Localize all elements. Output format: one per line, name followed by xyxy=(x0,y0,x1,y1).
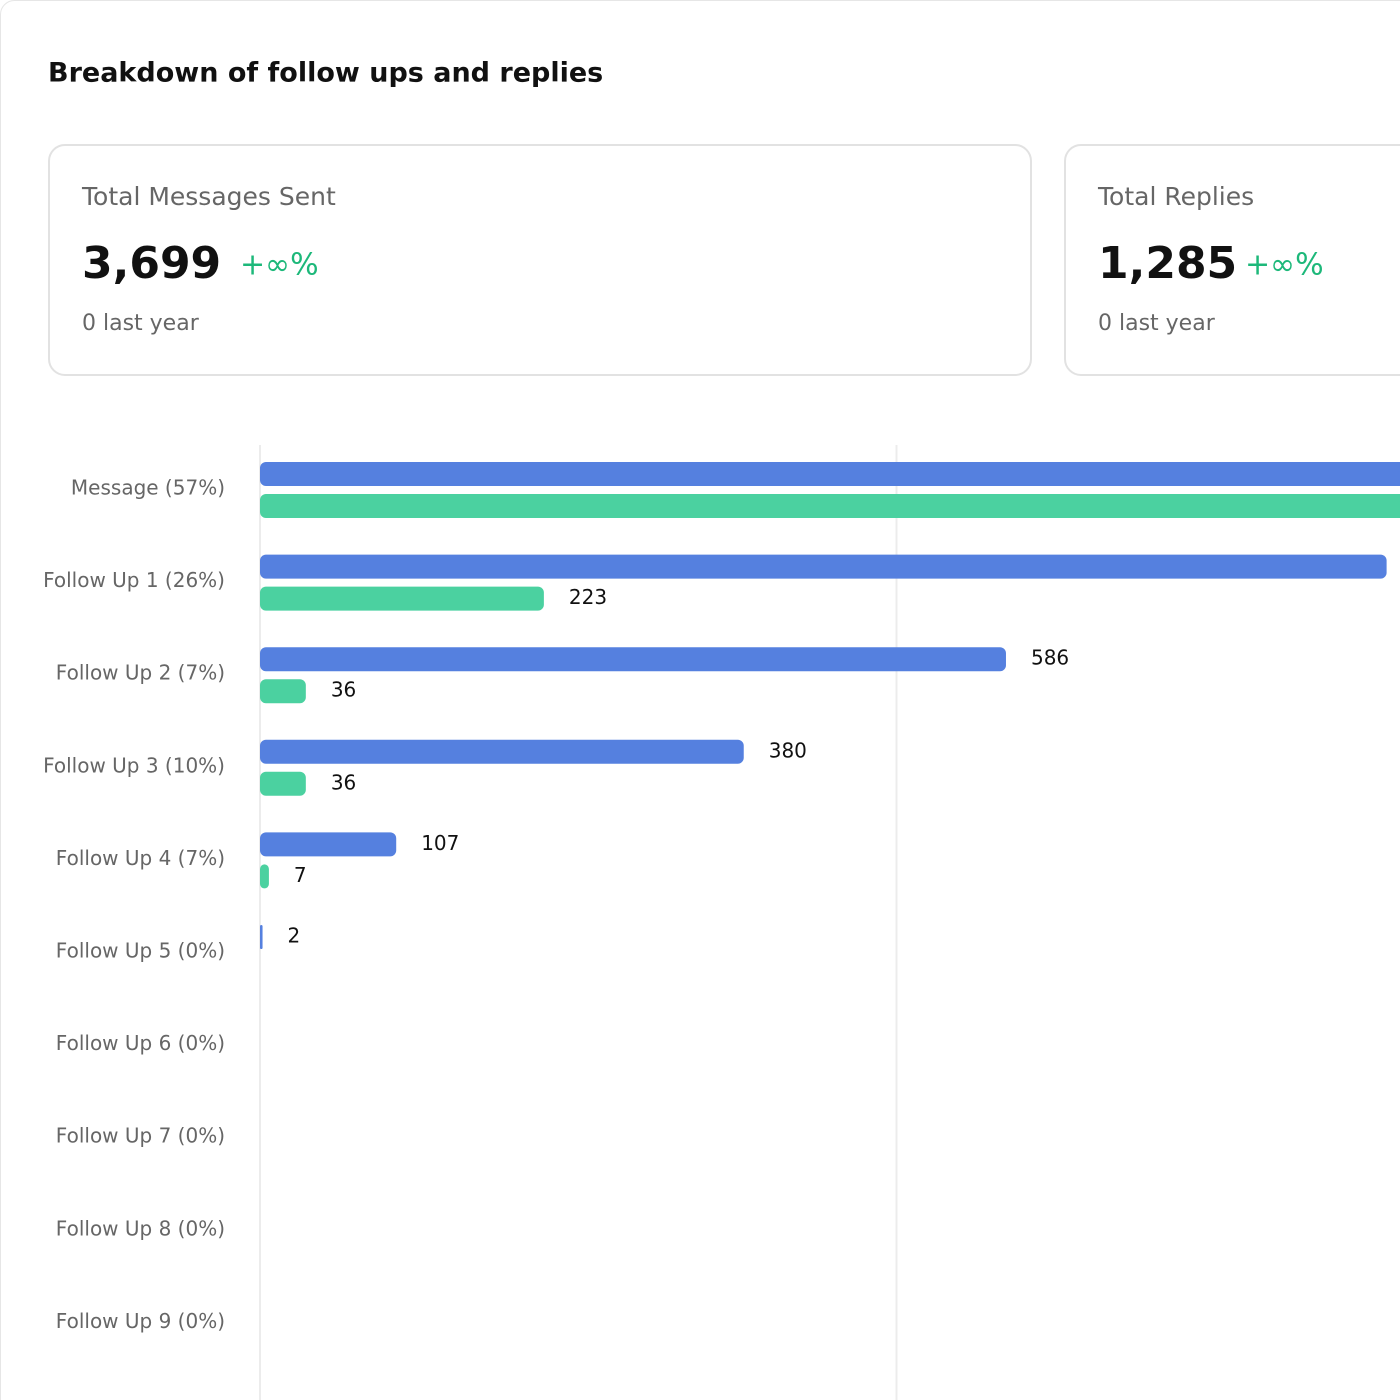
category-label: Follow Up 7 (0%) xyxy=(56,1124,225,1148)
stat-label: Total Replies xyxy=(1097,182,1254,211)
bar xyxy=(260,494,1400,518)
value-label: 2 xyxy=(288,924,301,948)
title: Breakdown of follow ups and replies xyxy=(48,58,603,89)
stat-previous: 0 last year xyxy=(82,311,200,336)
stat-change: +∞% xyxy=(240,248,319,283)
bar xyxy=(260,864,269,889)
bar xyxy=(260,925,263,949)
category-label: Follow Up 1 (26%) xyxy=(43,568,225,592)
stat-value: 3,699 xyxy=(82,238,221,289)
stat-change: +∞% xyxy=(1245,248,1324,283)
category-label: Follow Up 5 (0%) xyxy=(56,939,225,963)
category-label: Follow Up 3 (10%) xyxy=(43,753,225,777)
value-label: 586 xyxy=(1031,646,1069,670)
bar xyxy=(260,832,397,857)
stat-label: Total Messages Sent xyxy=(81,182,336,211)
category-label: Message (57%) xyxy=(71,476,225,500)
bar xyxy=(260,739,744,764)
card-frame xyxy=(1064,144,1400,376)
category-label: Follow Up 9 (0%) xyxy=(56,1309,225,1333)
stat-value: 1,285 xyxy=(1098,238,1237,289)
bar xyxy=(260,679,306,704)
category-label: Follow Up 8 (0%) xyxy=(56,1216,225,1240)
bar xyxy=(260,771,306,796)
value-label: 36 xyxy=(331,678,356,702)
category-label: Follow Up 6 (0%) xyxy=(56,1031,225,1055)
stat-card: Total Replies 1,285 +∞% 0 last year xyxy=(1064,144,1400,376)
category-label: Follow Up 4 (7%) xyxy=(56,846,225,870)
bar xyxy=(260,554,1387,579)
value-label: 7 xyxy=(294,863,307,887)
card-frame xyxy=(48,144,1032,376)
value-label: 36 xyxy=(331,770,356,794)
value-label: 380 xyxy=(769,738,807,762)
value-label: 223 xyxy=(569,585,607,609)
value-label: 107 xyxy=(421,831,459,855)
bar xyxy=(260,462,1400,486)
bar xyxy=(260,647,1006,672)
category-label: Follow Up 2 (7%) xyxy=(56,661,225,685)
bar xyxy=(260,586,544,611)
chart: Message (57%)1739983Follow Up 1 (26%)885… xyxy=(43,445,1400,1400)
stat-card: Total Messages Sent 3,699 +∞% 0 last yea… xyxy=(48,144,1032,376)
stat-previous: 0 last year xyxy=(1098,311,1216,336)
